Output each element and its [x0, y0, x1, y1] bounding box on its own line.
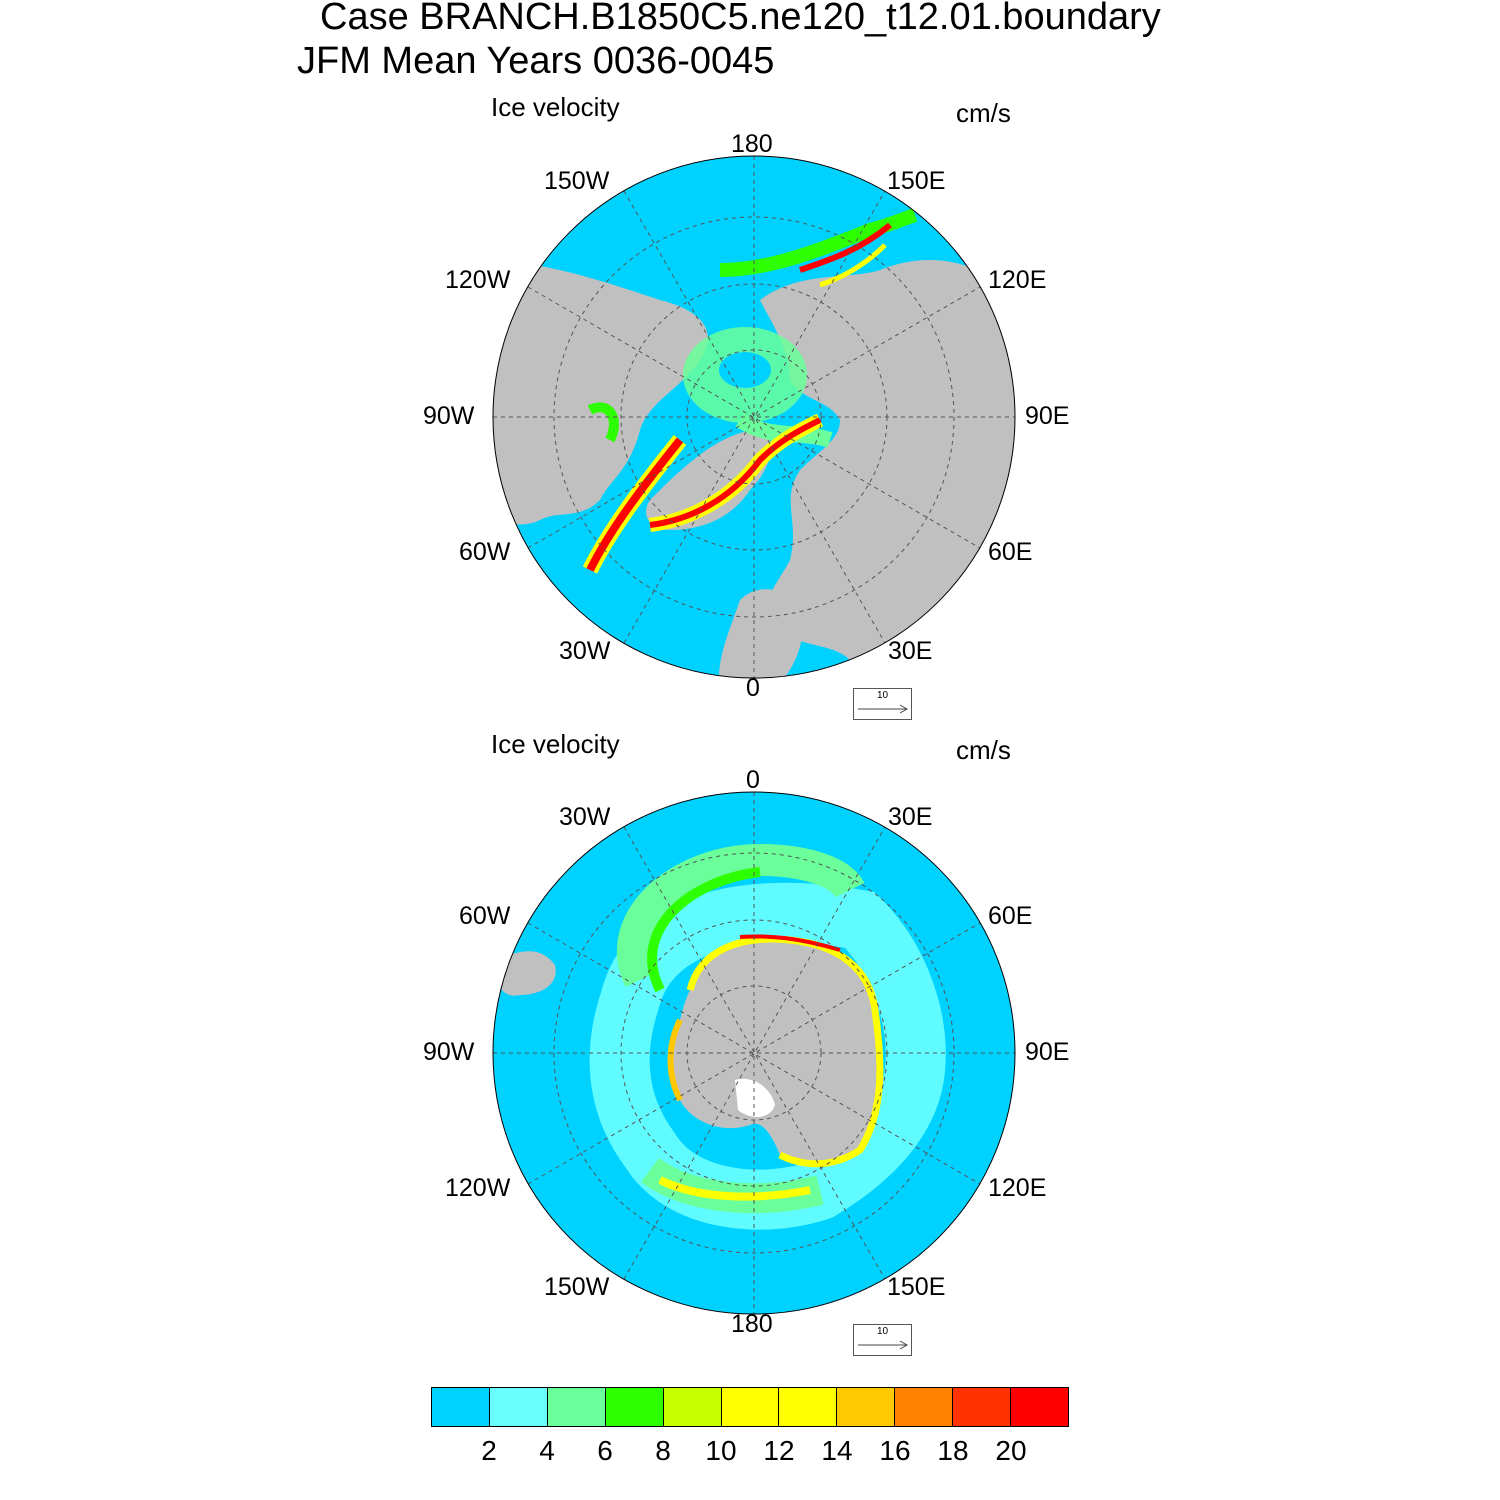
south-lon-label-top-left: 30W — [559, 803, 611, 831]
north-land-eurasia — [760, 260, 1015, 669]
arrow-icon — [858, 1340, 909, 1350]
south-land-antarctica — [670, 939, 880, 1164]
colorbar-tick-label: 20 — [995, 1435, 1027, 1466]
north-lon-label-top-right: 150E — [887, 167, 946, 195]
south-lon-label-top: 0 — [746, 766, 760, 794]
north-lon-label-right-upper: 120E — [988, 266, 1047, 294]
north-lon-label-bottom-left: 30W — [559, 637, 611, 665]
north-polar-map — [493, 156, 1015, 678]
colorbar-swatch — [547, 1388, 606, 1426]
south-lon-label-left-upper: 60W — [459, 902, 511, 930]
south-lon-label-top-right: 30E — [888, 803, 933, 831]
south-lon-label-right-lower: 120E — [988, 1174, 1047, 1202]
colorbar-swatch — [432, 1388, 490, 1426]
north-reference-vector-label: 10 — [876, 690, 889, 701]
south-lon-label-left-lower: 120W — [445, 1174, 511, 1202]
colorbar-tick-label: 6 — [597, 1435, 613, 1466]
south-panel-units: cm/s — [956, 735, 1011, 765]
colorbar-swatch — [605, 1388, 664, 1426]
north-land-greenland — [646, 430, 771, 530]
colorbar-tick-label: 8 — [655, 1435, 671, 1466]
colorbar-tick-label: 18 — [937, 1435, 969, 1466]
south-polar-map — [493, 792, 1015, 1314]
south-lon-label-right: 90E — [1025, 1038, 1070, 1066]
north-lon-label-top-left: 150W — [544, 167, 610, 195]
south-panel-variable: Ice velocity — [491, 729, 620, 759]
south-lon-label-bottom-right: 150E — [887, 1273, 946, 1301]
colorbar-tick-label: 16 — [879, 1435, 911, 1466]
arrow-icon — [858, 704, 909, 714]
colorbar-swatch — [779, 1388, 838, 1426]
colorbar-swatch — [837, 1388, 896, 1426]
colorbar-tick-label: 4 — [539, 1435, 555, 1466]
colorbar-tick-label: 14 — [821, 1435, 853, 1466]
south-lon-label-bottom: 180 — [731, 1310, 773, 1338]
north-lon-label-left-upper: 120W — [445, 266, 511, 294]
north-land-america — [493, 260, 708, 525]
colorbar-tick-label: 12 — [763, 1435, 795, 1466]
colorbar-tick-label: 10 — [705, 1435, 737, 1466]
north-lon-label-top: 180 — [731, 130, 773, 158]
polar-maps — [492, 155, 1016, 1315]
main-subtitle: JFM Mean Years 0036-0045 — [297, 40, 775, 82]
north-gyre-center — [719, 352, 771, 388]
colorbar-swatch — [1011, 1388, 1068, 1426]
colorbar-swatch — [663, 1388, 722, 1426]
main-title: Case BRANCH.B1850C5.ne120_t12.01.boundar… — [320, 0, 1161, 38]
north-panel-variable: Ice velocity — [491, 92, 620, 122]
colorbar-swatch — [895, 1388, 954, 1426]
colorbar — [431, 1387, 1069, 1427]
north-lon-label-left: 90W — [423, 402, 475, 430]
south-reference-vector: 10 — [853, 1324, 912, 1356]
south-lon-label-left: 90W — [423, 1038, 475, 1066]
south-land-south-america — [495, 951, 556, 996]
south-ice-shelf — [735, 1078, 775, 1117]
colorbar-swatch — [721, 1388, 780, 1426]
colorbar-swatch — [953, 1388, 1012, 1426]
south-lon-label-bottom-left: 150W — [544, 1273, 610, 1301]
south-lon-label-right-upper: 60E — [988, 902, 1033, 930]
north-lon-label-right-lower: 60E — [988, 538, 1033, 566]
north-reference-vector: 10 — [853, 688, 912, 720]
north-land-europe — [719, 589, 803, 678]
north-panel-units: cm/s — [956, 98, 1011, 128]
north-lon-label-left-lower: 60W — [459, 538, 511, 566]
colorbar-swatch — [489, 1388, 548, 1426]
north-lon-label-bottom-right: 30E — [888, 637, 933, 665]
north-lon-label-bottom: 0 — [746, 674, 760, 702]
south-reference-vector-label: 10 — [876, 1326, 889, 1337]
colorbar-tick-label: 2 — [481, 1435, 497, 1466]
north-lon-label-right: 90E — [1025, 402, 1070, 430]
